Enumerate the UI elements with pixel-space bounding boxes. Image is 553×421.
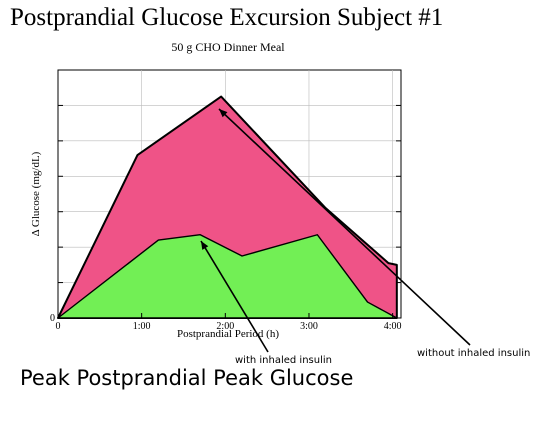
- x-tick-label: 1:00: [133, 321, 151, 332]
- without-inhaled-insulin-label: without inhaled insulin: [417, 348, 531, 359]
- x-tick-label: 3:00: [300, 321, 318, 332]
- y-tick-label: 0: [50, 313, 55, 324]
- with-inhaled-insulin-label: with inhaled insulin: [235, 355, 332, 366]
- slide-title: Postprandial Glucose Excursion Subject #…: [10, 4, 444, 31]
- series-area-with: [57, 234, 398, 319]
- chart-title: 50 g CHO Dinner Meal: [171, 40, 285, 54]
- x-tick-label: 2:00: [216, 321, 234, 332]
- without-insulin-arrow: [218, 108, 471, 346]
- slide-caption: Peak Postprandial Peak Glucose: [20, 366, 354, 390]
- with-insulin-arrow: [200, 240, 269, 353]
- y-axis-label: Δ Glucose (mg/dL): [30, 151, 42, 236]
- x-axis-label: Postprandial Period (h): [177, 328, 279, 340]
- x-tick-label: 0: [56, 321, 61, 332]
- x-tick-label: 4:00: [384, 321, 402, 332]
